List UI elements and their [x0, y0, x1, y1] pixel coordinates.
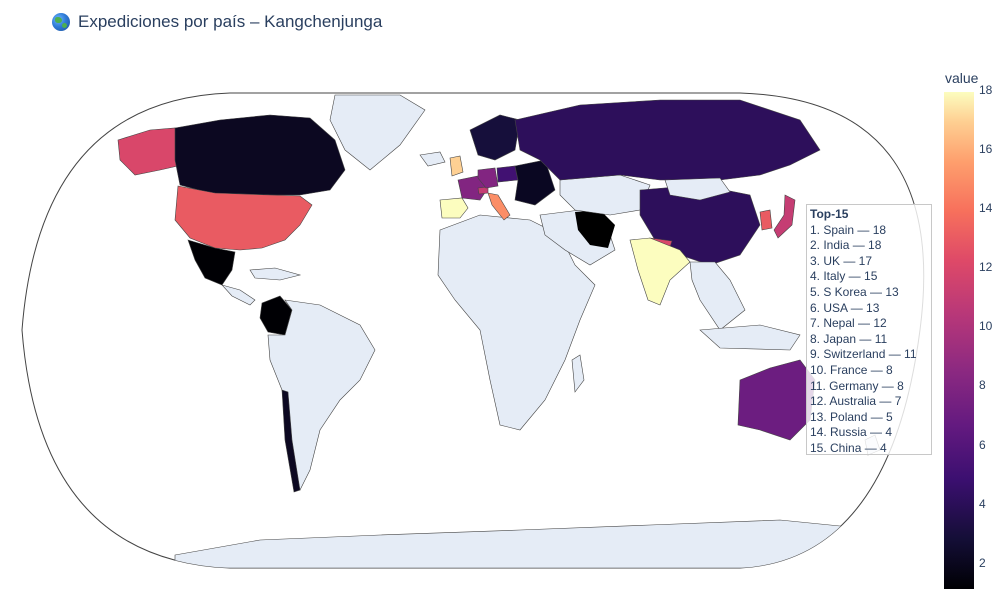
colorbar-tick: 2	[979, 556, 986, 570]
country-canada[interactable]	[174, 114, 346, 196]
colorbar-tick: 10	[979, 319, 993, 333]
chart-title: Expediciones por país – Kangchenjunga	[52, 12, 382, 32]
region-caribbean[interactable]	[249, 267, 302, 281]
region-scandinavia[interactable]	[469, 114, 521, 161]
country-chile[interactable]	[281, 389, 301, 493]
country-greenland[interactable]	[329, 94, 426, 171]
country-italy[interactable]	[487, 192, 511, 221]
colorbar-title: value	[945, 70, 979, 86]
country-s-korea[interactable]	[759, 209, 773, 231]
country-iceland[interactable]	[419, 151, 446, 167]
country-usa[interactable]	[174, 185, 313, 251]
colorbar-tick: 12	[979, 260, 993, 274]
colorbar-tick: 6	[979, 438, 986, 452]
country-spain[interactable]	[439, 197, 469, 219]
colorbar-tick: 8	[979, 378, 986, 392]
country-mexico[interactable]	[187, 239, 236, 286]
country-poland[interactable]	[496, 165, 519, 183]
annotation-line: 8. Japan — 11	[810, 331, 888, 346]
annotation-line: 15. China — 4	[810, 440, 887, 455]
annotation-line: 6. USA — 13	[810, 300, 880, 315]
annotation-line: 5. S Korea — 13	[810, 284, 899, 299]
colorbar-tick: 14	[979, 201, 993, 215]
annotation-line: 13. Poland — 5	[810, 409, 893, 424]
annotation-line: 10. France — 8	[810, 362, 893, 377]
annotation-line: 4. Italy — 15	[810, 269, 878, 284]
country-india[interactable]	[629, 237, 691, 306]
country-japan[interactable]	[773, 194, 796, 239]
region-indonesia[interactable]	[699, 324, 801, 351]
region-southeast-asia[interactable]	[689, 261, 746, 331]
colorbar	[944, 92, 974, 589]
region-central-america[interactable]	[221, 284, 256, 306]
annotation-line: 12. Australia — 7	[810, 394, 902, 409]
region-antarctica[interactable]	[174, 519, 901, 568]
region-central-asia[interactable]	[559, 174, 651, 216]
country-germany[interactable]	[477, 167, 499, 189]
annotation-line: 7. Nepal — 12	[810, 316, 887, 331]
colorbar-tick: 4	[979, 497, 986, 511]
country-uk[interactable]	[449, 155, 464, 177]
annotation-line: 1. Spain — 18	[810, 222, 887, 237]
country-mongolia[interactable]	[664, 177, 731, 201]
country-russia[interactable]	[514, 99, 821, 181]
globe-icon	[52, 13, 70, 31]
annotation-line: 11. Germany — 8	[810, 378, 904, 393]
annotation-line: 3. UK — 17	[810, 253, 873, 268]
colorbar-tick: 18	[979, 83, 993, 97]
colorbar-tick: 16	[979, 142, 993, 156]
country-madagascar[interactable]	[571, 354, 585, 393]
country-iran[interactable]	[575, 210, 615, 248]
annotation-line: 14. Russia — 4	[810, 425, 893, 440]
chart-title-text: Expediciones por país – Kangchenjunga	[78, 12, 383, 31]
annotation-heading: Top-15	[810, 207, 849, 221]
annotation-line: 2. India — 18	[810, 238, 882, 253]
top-15-annotation: Top-15 1. Spain — 18 2. India — 18 3. UK…	[806, 204, 932, 455]
annotation-line: 9. Switzerland — 11	[810, 347, 917, 362]
